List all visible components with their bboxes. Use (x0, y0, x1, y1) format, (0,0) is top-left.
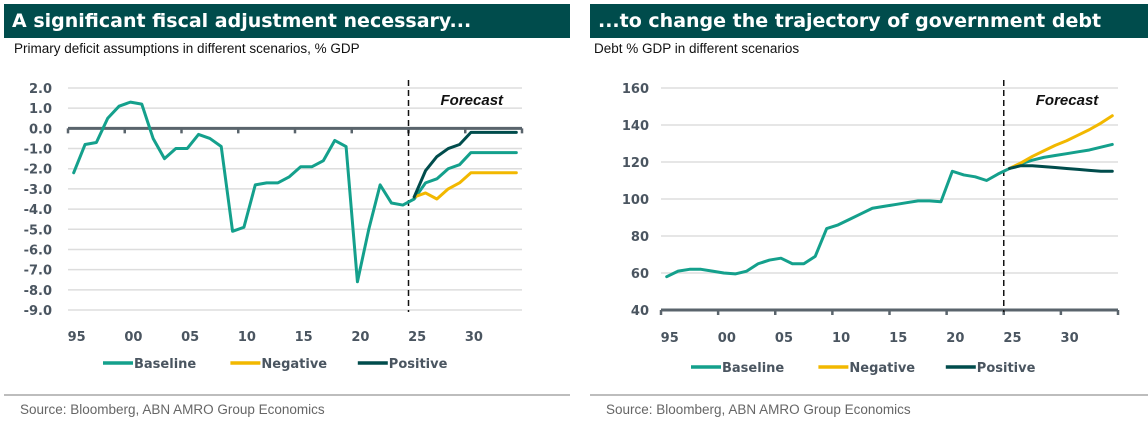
y-tick-label: -7.0 (24, 264, 52, 279)
x-tick-label: 25 (408, 330, 426, 345)
series-line-baseline (72, 100, 518, 284)
x-tick-label: 95 (661, 331, 679, 346)
y-tick-label: -5.0 (24, 223, 52, 238)
debt-gdp-chart: 160 140 120 100 80 60 40 95 00 05 10 15 20 25 30 Foreca… (622, 80, 1120, 376)
right-source-divider (590, 394, 1148, 396)
y-tick-label: -2.0 (24, 163, 52, 178)
series-line-positive (412, 130, 518, 199)
legend-label-baseline: Baseline (722, 361, 784, 376)
x-tick-label: 15 (295, 330, 313, 345)
x-tick-label: 10 (238, 330, 256, 345)
series-line-baseline (665, 142, 1114, 279)
y-tick-label: 60 (631, 267, 649, 282)
y-tick-label: 2.0 (29, 82, 52, 97)
series-line-negative (1007, 114, 1114, 170)
left-panel: A significant fiscal adjustment necessar… (4, 4, 570, 417)
left-source-divider (4, 394, 570, 396)
x-tick-label: 95 (68, 330, 86, 345)
x-tick-label: 30 (1061, 331, 1079, 346)
y-tick-label: 100 (622, 193, 649, 208)
left-chart-title: A significant fiscal adjustment necessar… (4, 4, 570, 38)
legend-label-baseline: Baseline (134, 357, 196, 372)
x-tick-label: 30 (465, 330, 483, 345)
legend-label-positive: Positive (389, 357, 448, 372)
y-tick-label: -6.0 (24, 243, 52, 258)
x-tick-label: 00 (718, 331, 736, 346)
y-tick-label: -8.0 (24, 284, 52, 299)
x-tick-label: 15 (889, 331, 907, 346)
y-tick-label: 120 (622, 156, 649, 171)
x-tick-label: 20 (946, 331, 964, 346)
primary-deficit-chart: 2.0 1.0 0.0 -1.0 -2.0 -3.0 -4.0 -5.0 -6.0 -7.0 -8.… (24, 80, 524, 372)
legend-label-negative: Negative (849, 361, 915, 376)
legend-label-positive: Positive (977, 361, 1036, 376)
x-tick-label: 25 (1003, 331, 1021, 346)
series-line-negative (412, 171, 518, 201)
right-panel: ...to change the trajectory of governmen… (582, 0, 1148, 428)
y-tick-label: -1.0 (24, 143, 52, 158)
y-tick-label: 140 (622, 119, 649, 134)
y-tick-label: 0.0 (29, 122, 52, 137)
y-tick-label: 40 (631, 304, 649, 319)
y-tick-label: -3.0 (24, 183, 52, 198)
x-tick-label: 20 (351, 330, 369, 345)
forecast-annotation: Forecast (1036, 92, 1100, 109)
right-source-note: Source: Bloomberg, ABN AMRO Group Econom… (606, 402, 911, 417)
forecast-annotation: Forecast (441, 92, 505, 109)
x-tick-label: 05 (181, 330, 199, 345)
y-tick-label: -9.0 (24, 304, 52, 319)
x-tick-label: 00 (124, 330, 142, 345)
right-chart-title: ...to change the trajectory of governmen… (590, 4, 1148, 38)
left-chart-subtitle: Primary deficit assumptions in different… (14, 41, 360, 56)
legend-label-negative: Negative (261, 357, 327, 372)
x-tick-label: 10 (832, 331, 850, 346)
left-source-note: Source: Bloomberg, ABN AMRO Group Econom… (20, 402, 325, 417)
y-tick-label: 1.0 (29, 102, 52, 117)
x-tick-label: 05 (775, 331, 793, 346)
y-tick-label: -4.0 (24, 203, 52, 218)
series-line-positive (1007, 164, 1114, 173)
y-tick-label: 80 (631, 230, 649, 245)
y-tick-label: 160 (622, 82, 649, 97)
right-chart-subtitle: Debt % GDP in different scenarios (594, 41, 800, 56)
